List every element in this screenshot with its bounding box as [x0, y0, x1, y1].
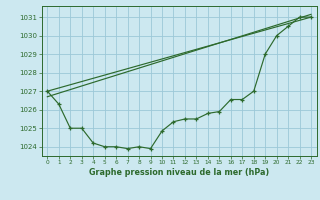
- X-axis label: Graphe pression niveau de la mer (hPa): Graphe pression niveau de la mer (hPa): [89, 168, 269, 177]
